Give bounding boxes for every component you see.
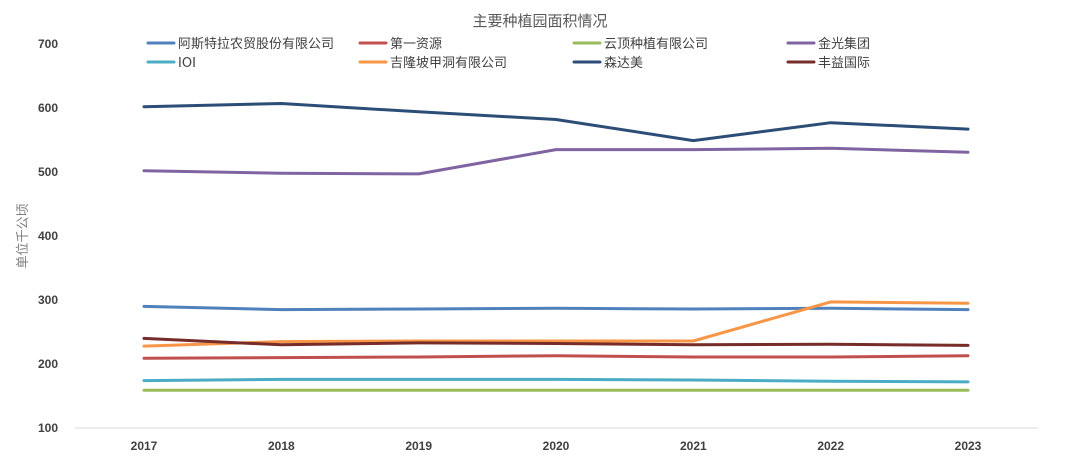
y-axis-label: 单位千公顷	[16, 203, 31, 268]
series-line-7	[142, 336, 970, 347]
legend-label-7: 丰益国际	[818, 56, 870, 71]
series-line-1	[142, 354, 970, 360]
x-tick-label: 2020	[543, 439, 570, 453]
legend: 阿斯特拉农贸股份有限公司 第一资源 云顶种植有限公司 金光集团 IOI 吉隆坡甲洞有限公司…	[146, 36, 870, 71]
x-tick-label: 2018	[268, 439, 295, 453]
y-tick-label: 200	[38, 357, 58, 371]
x-tick-label: 2017	[131, 439, 158, 453]
y-tick-label: 400	[38, 229, 58, 243]
x-axis-ticks: 2017 2018 2019 2020 2021 2022 2023	[131, 439, 982, 453]
y-tick-label: 300	[38, 293, 58, 307]
y-tick-label: 500	[38, 165, 58, 179]
chart-title: 主要种植园面积情况	[472, 12, 607, 30]
series-line-0	[142, 304, 970, 312]
legend-label-0: 阿斯特拉农贸股份有限公司	[178, 37, 334, 52]
x-tick-label: 2021	[680, 439, 707, 453]
series-line-4	[142, 377, 970, 384]
series-lines	[142, 102, 970, 392]
legend-label-2: 云顶种植有限公司	[604, 37, 708, 52]
x-tick-label: 2023	[955, 439, 982, 453]
y-axis-ticks: 100 200 300 400 500 600 700	[38, 37, 58, 435]
series-line-3	[142, 146, 970, 176]
legend-label-5: 吉隆坡甲洞有限公司	[390, 56, 507, 71]
x-tick-label: 2019	[405, 439, 432, 453]
legend-label-4: IOI	[178, 56, 196, 71]
x-tick-label: 2022	[817, 439, 844, 453]
y-tick-label: 600	[38, 101, 58, 115]
y-tick-label: 100	[38, 421, 58, 435]
legend-label-3: 金光集团	[818, 36, 870, 52]
series-line-5	[142, 300, 970, 348]
legend-label-6: 森达美	[604, 56, 643, 71]
legend-label-1: 第一资源	[390, 37, 442, 52]
y-tick-label: 700	[38, 37, 58, 51]
series-line-6	[142, 102, 970, 143]
